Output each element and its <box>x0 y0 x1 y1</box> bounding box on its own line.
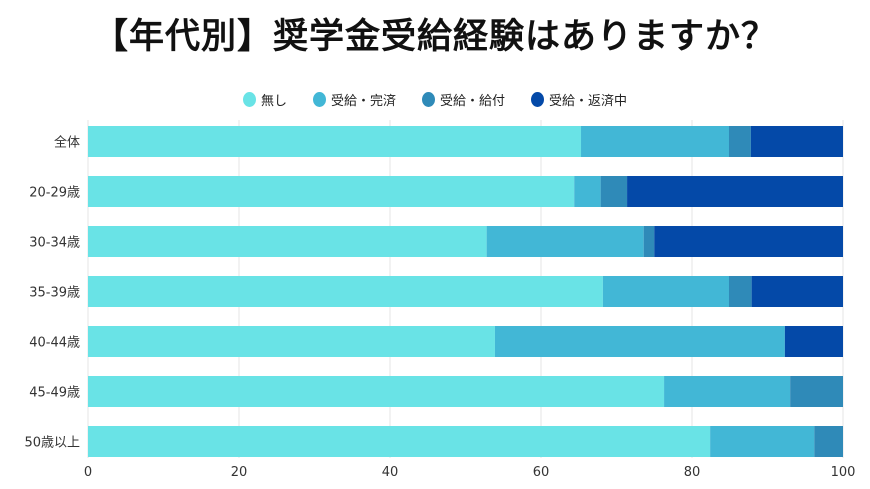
x-tick-label: 80 <box>684 465 701 480</box>
category-label: 50歳以上 <box>24 436 80 451</box>
x-tick-label: 40 <box>382 465 399 480</box>
legend-swatch <box>531 92 545 107</box>
bar-segment <box>790 376 843 407</box>
legend-label: 無し <box>260 94 287 109</box>
x-tick-label: 100 <box>831 465 856 480</box>
legend: 無し 受給・完済 受給・給付 受給・返済中 <box>0 90 870 109</box>
bar-segment <box>486 226 644 257</box>
bar-segment <box>494 326 785 357</box>
category-label: 20-29歳 <box>29 186 80 201</box>
category-label: 40-44歳 <box>29 336 80 351</box>
legend-label: 受給・完済 <box>330 94 396 109</box>
bar-segment <box>88 176 575 207</box>
legend-item: 受給・完済 <box>312 90 396 109</box>
bar-segment <box>88 326 495 357</box>
bar-segment <box>750 126 843 157</box>
bar-segment <box>643 226 655 257</box>
bar-segment <box>581 126 729 157</box>
bar-segment <box>88 276 603 307</box>
x-tick-label: 20 <box>231 465 248 480</box>
bar-segment <box>751 276 843 307</box>
legend-item: 受給・給付 <box>422 90 505 109</box>
bar-segment <box>728 276 752 307</box>
bar-segment <box>88 126 582 157</box>
bar-segment <box>88 426 711 457</box>
category-label: 全体 <box>54 135 80 151</box>
category-label: 35-39歳 <box>29 286 80 301</box>
bar-segment <box>710 426 815 457</box>
legend-swatch <box>422 92 435 107</box>
bar-segment <box>600 176 628 207</box>
bar-segment <box>88 226 487 257</box>
legend-swatch <box>242 92 256 107</box>
legend-swatch <box>312 92 326 107</box>
bar-segment <box>654 226 843 257</box>
x-tick-label: 0 <box>84 465 92 480</box>
legend-label: 受給・給付 <box>440 94 506 109</box>
bar-segment <box>627 176 843 207</box>
bar-segment <box>784 326 843 357</box>
x-tick-label: 60 <box>533 465 550 480</box>
bar-segment <box>814 426 843 457</box>
legend-label: 受給・返済中 <box>549 94 628 109</box>
category-label: 30-34歳 <box>29 236 80 251</box>
legend-item: 受給・返済中 <box>531 90 627 109</box>
legend-item: 無し <box>242 90 287 109</box>
category-label: 45-49歳 <box>29 386 80 401</box>
bar-segment <box>574 176 601 207</box>
bar-segment <box>728 126 751 157</box>
bar-segment <box>602 276 729 307</box>
chart-title: 【年代別】奨学金受給経験はありますか？ <box>92 17 777 57</box>
bar-segment <box>88 376 665 407</box>
bar-segment <box>664 376 791 407</box>
